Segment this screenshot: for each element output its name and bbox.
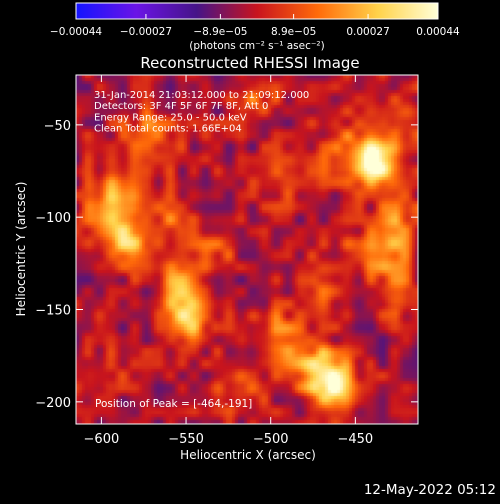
info-line: 31-Jan-2014 21:03:12.000 to 21:09:12.000: [94, 90, 309, 101]
y-axis-ticks: [76, 124, 418, 403]
observation-info: 31-Jan-2014 21:03:12.000 to 21:09:12.000…: [94, 90, 309, 135]
date-stamp: 12-May-2022 05:12: [364, 482, 496, 498]
heatmap-raster: [76, 75, 418, 424]
x-tick-label: −450: [337, 432, 373, 447]
colorbar-tick-label: −0.00027: [120, 26, 172, 38]
colorbar-tick-label: 0.00027: [346, 26, 389, 38]
y-tick-label: −150: [35, 304, 71, 319]
info-line: Detectors: 3F 4F 5F 6F 7F 8F, Att 0: [94, 101, 268, 112]
peak-position-label: Position of Peak = [-464,-191]: [95, 398, 252, 410]
x-axis-tick-labels: −600 −550 −500 −450: [84, 432, 374, 447]
colorbar-tick-label: 8.9e−05: [271, 26, 316, 38]
colorbar-unit-label: (photons cm⁻² s⁻¹ asec⁻²): [189, 40, 324, 52]
image-raster-container: [76, 75, 418, 424]
y-axis-tick-labels: −50 −100 −150 −200: [35, 119, 71, 411]
y-axis-label: Heliocentric Y (arcsec): [14, 182, 28, 317]
colorbar-tick-label: −0.00044: [50, 26, 103, 38]
y-tick-label: −200: [35, 396, 71, 411]
plot-area: −600 −550 −500 −450 −50 −100 −150 −200 31-Jan-…: [35, 74, 419, 447]
y-tick-label: −100: [35, 211, 71, 226]
x-axis-label: Heliocentric X (arcsec): [180, 448, 316, 462]
y-tick-label: −50: [44, 119, 71, 134]
info-line: Clean Total counts: 1.66E+04: [94, 124, 242, 135]
x-tick-label: −550: [168, 432, 204, 447]
chart-title: Reconstructed RHESSI Image: [140, 54, 359, 72]
colorbar-ticks: [75, 14, 439, 19]
plot-frame: [75, 74, 419, 425]
x-tick-label: −500: [253, 432, 289, 447]
info-line: Energy Range: 25.0 - 50.0 keV: [94, 112, 247, 123]
colorbar-tick-labels: −0.00044 −0.00027 −8.9e−05 8.9e−05 0.00027 0.…: [50, 26, 460, 38]
colorbar-tick-label: 0.00044: [416, 26, 460, 38]
colorbar-frame: [75, 2, 439, 20]
x-tick-label: −600: [84, 432, 120, 447]
colorbar: −0.00044 −0.00027 −8.9e−05 8.9e−05 0.00027 0.…: [50, 2, 460, 52]
colorbar-tick-label: −8.9e−05: [193, 26, 247, 38]
colorbar-gradient: [76, 3, 438, 19]
x-axis-ticks: [100, 75, 356, 424]
